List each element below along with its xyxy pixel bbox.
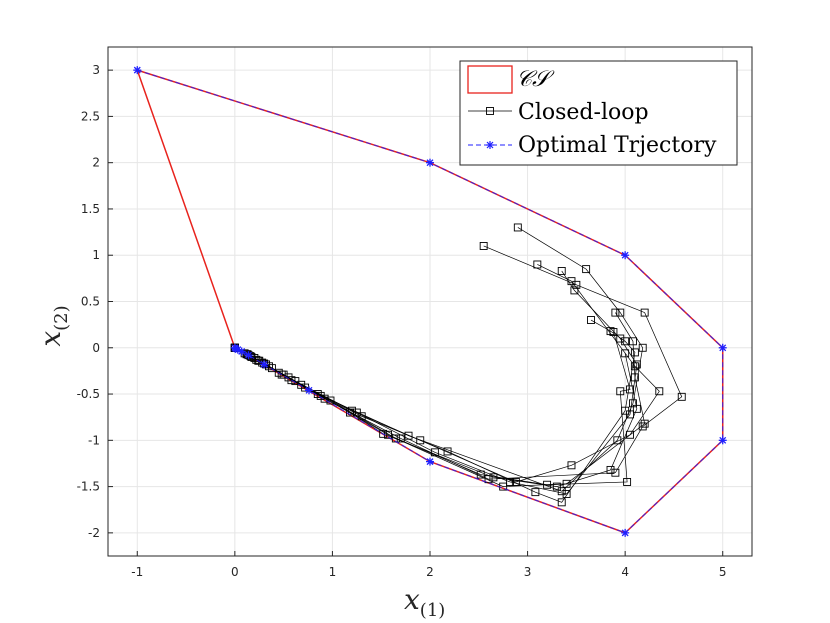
- closed-loop-marker: [587, 316, 595, 324]
- closed-loop-marker: [416, 436, 425, 445]
- x-tick-label: 2: [426, 565, 434, 579]
- x-tick-label: 4: [621, 565, 629, 579]
- legend-entry-constraint-set: 𝒞𝒮: [467, 65, 555, 94]
- closed-loop-marker: [630, 362, 639, 371]
- y-tick-label: -0.5: [77, 387, 100, 401]
- closed-loop-marker: [552, 482, 561, 491]
- closed-loop-marker: [623, 478, 632, 486]
- optimal-trajectory-marker: [718, 343, 727, 352]
- closed-loop-marker: [609, 328, 618, 336]
- closed-loop-marker: [640, 308, 649, 317]
- optimal-trajectory-marker: [718, 436, 727, 445]
- x-axis-label: x(1): [404, 583, 445, 621]
- closed-loop-marker: [570, 286, 579, 295]
- y-tick-label: 2: [92, 156, 100, 170]
- closed-loop-marker: [621, 337, 630, 346]
- x-tick-labels: -1 0 1 2 3 4 5: [131, 565, 726, 579]
- closed-loop-marker: [582, 265, 591, 274]
- closed-loop-marker: [632, 404, 641, 413]
- closed-loop-marker: [557, 267, 566, 275]
- y-tick-label: 2.5: [81, 109, 100, 123]
- closed-loop-marker: [284, 373, 293, 382]
- optimal-trajectory-layer: [133, 66, 727, 537]
- closed-loop-marker: [489, 473, 498, 482]
- closed-loop-marker: [346, 408, 354, 417]
- closed-loop-marker: [616, 308, 625, 317]
- legend-label-constraint-set: 𝒞𝒮: [516, 67, 555, 92]
- closed-loop-marker: [638, 422, 647, 431]
- x-tick-label: 5: [719, 565, 727, 579]
- closed-loop-marker: [606, 465, 615, 474]
- closed-loop-marker: [557, 487, 566, 496]
- closed-loop-marker: [638, 343, 647, 352]
- closed-loop-marker: [613, 436, 622, 445]
- y-tick-label: 1.5: [81, 202, 100, 216]
- closed-loop-marker: [655, 387, 664, 396]
- closed-loop-marker: [533, 260, 542, 269]
- y-tick-label: 0: [92, 341, 100, 355]
- optimal-trajectory-marker: [426, 158, 434, 167]
- closed-loop-marker: [677, 392, 686, 401]
- legend-entry-optimal-trajectory: Optimal Trjectory: [468, 133, 717, 158]
- legend-box: [459, 60, 738, 166]
- closed-loop-marker: [254, 356, 263, 365]
- closed-loop-marker: [562, 490, 571, 498]
- closed-loop-marker: [479, 242, 488, 250]
- optimal-trajectory-marker: [230, 343, 239, 352]
- axes-box: [107, 46, 753, 557]
- closed-loop-marker: [443, 447, 452, 456]
- closed-loop-marker: [626, 385, 634, 394]
- closed-loop-marker: [611, 468, 620, 477]
- optimal-trajectory-marker: [426, 457, 434, 466]
- optimal-trajectory-marker: [621, 251, 630, 260]
- closed-loop-marker: [531, 488, 540, 497]
- closed-loop-marker: [616, 387, 625, 396]
- y-tick-label: 1: [92, 248, 100, 262]
- optimal-trajectory-marker: [244, 351, 253, 360]
- legend-label-closed-loop: Closed-loop: [518, 100, 649, 125]
- legend-entry-closed-loop: Closed-loop: [468, 100, 649, 125]
- legend: 𝒞𝒮 Closed-loop Optimal Trjectory: [459, 60, 738, 166]
- closed-loop-marker: [287, 376, 296, 385]
- closed-loop-marker: [274, 368, 283, 377]
- closed-loop-marker: [611, 308, 620, 317]
- closed-loop-marker: [640, 419, 649, 428]
- y-tick-label: 3: [92, 63, 100, 77]
- closed-loop-marker: [632, 360, 641, 369]
- legend-marker-closed-loop: [486, 107, 494, 115]
- optimal-trajectory-marker: [305, 386, 314, 395]
- closed-loop-marker: [511, 478, 520, 486]
- y-tick-label: -1: [88, 433, 100, 447]
- closed-loop-marker: [316, 391, 325, 400]
- y-tick-label: -1.5: [77, 480, 100, 494]
- y-tick-labels: -2 -1.5 -1 -0.5 0 0.5 1 1.5 2 2.5 3: [77, 63, 100, 540]
- x-tick-label: 1: [329, 565, 337, 579]
- y-tick-label: 0.5: [81, 295, 100, 309]
- closed-loop-marker: [630, 348, 639, 357]
- closed-loop-marker: [557, 498, 566, 507]
- closed-loop-marker: [379, 429, 388, 438]
- legend-label-optimal-trajectory: Optimal Trjectory: [518, 133, 717, 158]
- closed-loop-marker: [621, 349, 630, 358]
- x-tick-label: 0: [231, 565, 239, 579]
- y-tick-label: -2: [88, 526, 100, 540]
- legend-swatch-constraint-set: [467, 65, 513, 94]
- y-axis-label: x(2): [34, 305, 72, 346]
- closed-loop-marker: [626, 430, 634, 439]
- closed-loop-marker: [630, 373, 639, 382]
- closed-loop-marker: [616, 334, 625, 343]
- closed-loop-marker: [513, 223, 522, 232]
- closed-loop-marker: [567, 461, 576, 470]
- optimal-trajectory-marker: [133, 66, 142, 75]
- closed-loop-marker: [279, 370, 288, 379]
- x-tick-label: -1: [131, 565, 143, 579]
- closed-loop-marker: [606, 327, 615, 336]
- legend-marker-optimal-trajectory: [486, 141, 494, 149]
- optimal-trajectory-marker: [621, 528, 630, 537]
- optimal-trajectory-marker: [260, 360, 269, 369]
- closed-loop-marker: [476, 470, 485, 479]
- x-tick-label: 3: [524, 565, 532, 579]
- closed-loop-marker: [629, 337, 637, 346]
